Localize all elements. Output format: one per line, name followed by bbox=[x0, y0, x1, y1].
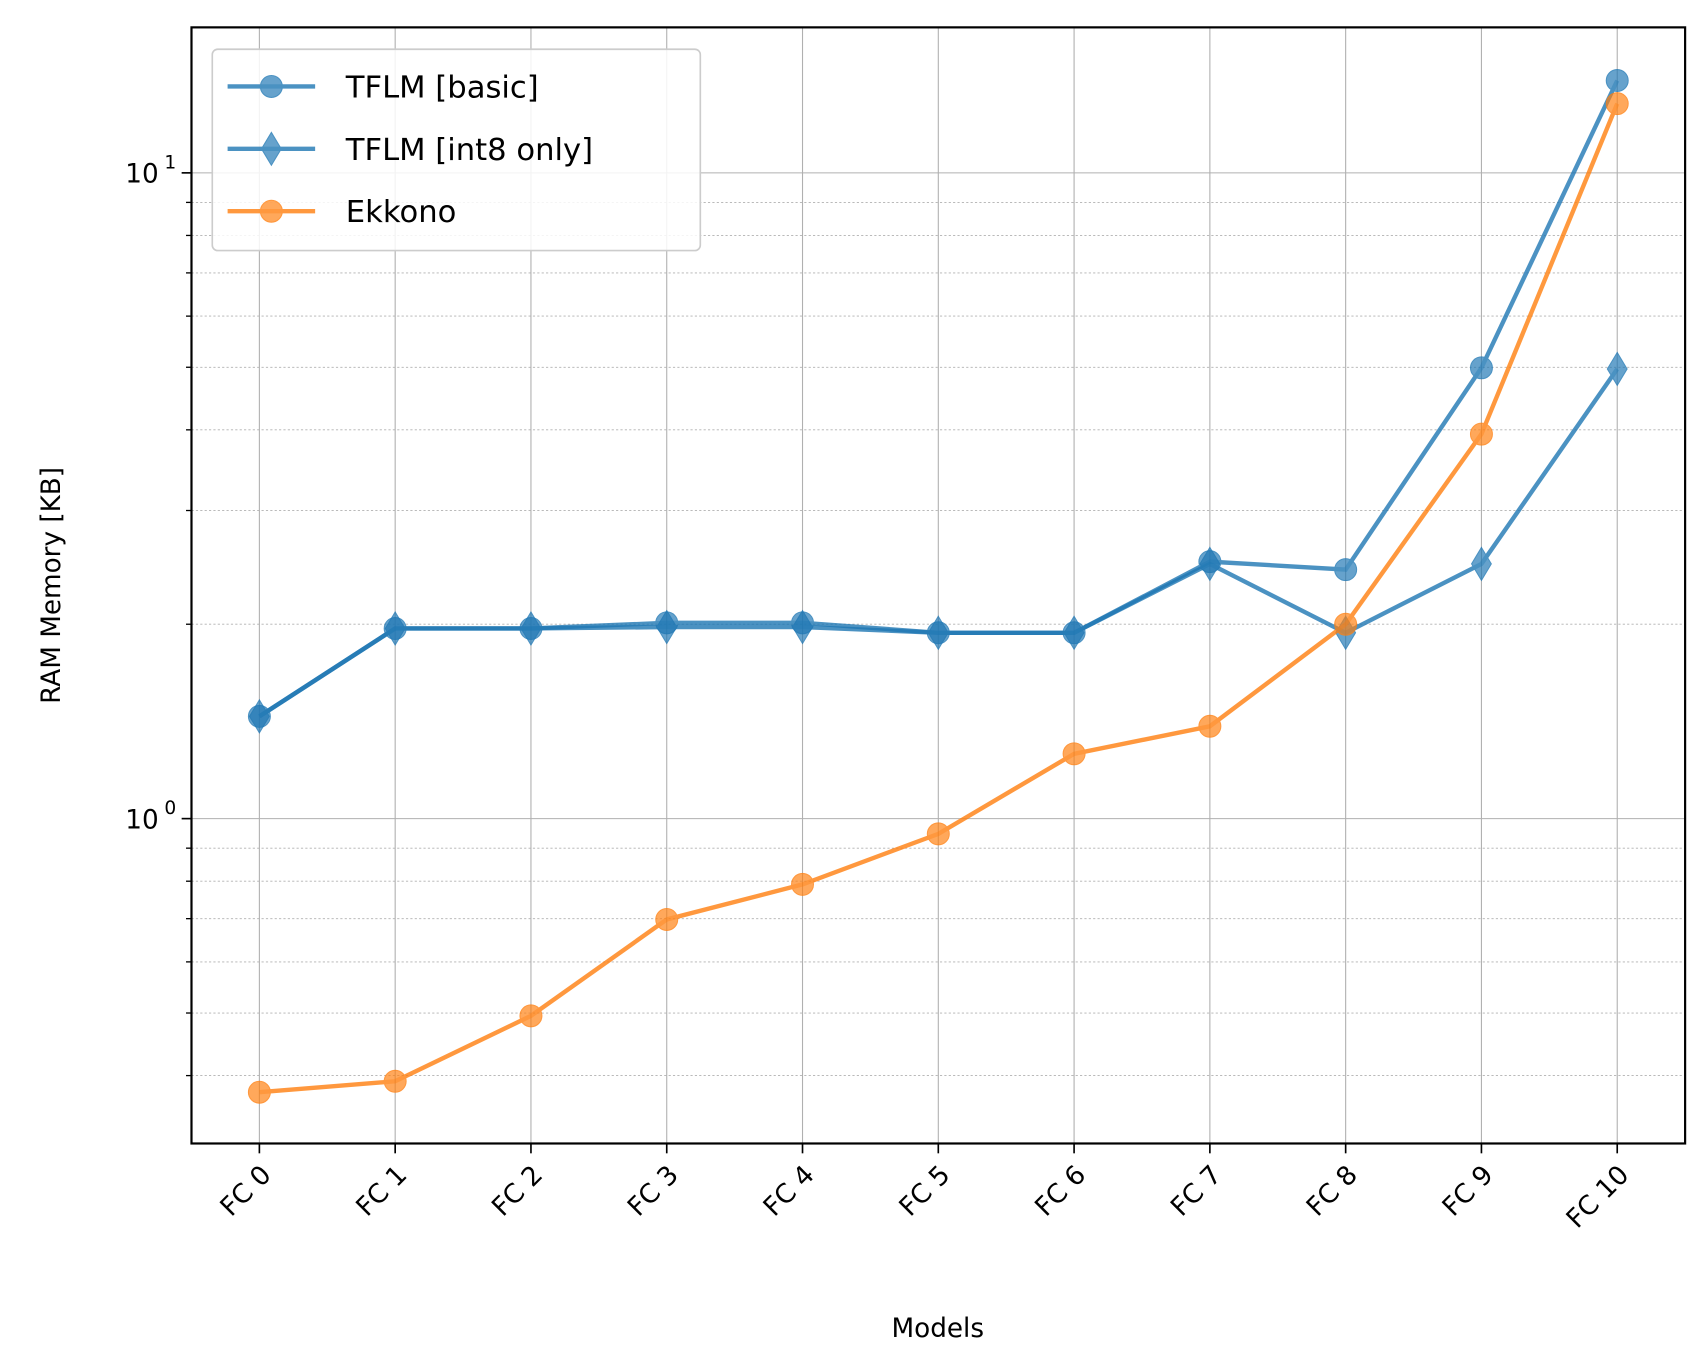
data-point bbox=[384, 610, 406, 646]
legend: TFLM [basic] TFLM [int8 only] Ekkono bbox=[211, 48, 702, 252]
data-point bbox=[1198, 714, 1222, 738]
x-tick-label: FC 8 bbox=[1301, 1160, 1364, 1223]
x-tick-label: FC 1 bbox=[351, 1160, 414, 1223]
data-point bbox=[1199, 546, 1221, 582]
x-tick-label: FC 7 bbox=[1165, 1160, 1228, 1223]
data-point bbox=[248, 698, 270, 734]
data-point bbox=[1605, 92, 1629, 116]
legend-entry bbox=[227, 131, 316, 167]
data-point bbox=[926, 822, 950, 846]
x-tick-label: FC 9 bbox=[1437, 1160, 1500, 1223]
series-ekkono bbox=[247, 92, 1629, 1104]
data-point bbox=[1063, 615, 1085, 651]
data-point bbox=[1470, 546, 1492, 582]
y-ticks: 10 0 10 1 bbox=[125, 152, 192, 1077]
y-tick-exponent: 0 bbox=[164, 798, 176, 819]
legend-marker bbox=[259, 74, 283, 98]
data-point bbox=[1606, 351, 1628, 387]
data-point bbox=[1334, 612, 1358, 636]
data-point bbox=[792, 609, 814, 645]
series-tflm-int8-only- bbox=[248, 351, 1628, 734]
legend-entry bbox=[227, 74, 316, 98]
legend-label: Ekkono bbox=[346, 195, 457, 230]
legend-marker bbox=[260, 131, 282, 167]
y-axis-label: RAM Memory [KB] bbox=[37, 467, 67, 704]
legend-entry bbox=[227, 199, 316, 223]
grid bbox=[191, 27, 1686, 1144]
y-tick-label: 10 bbox=[125, 805, 158, 835]
data-point bbox=[1605, 69, 1629, 92]
data-point bbox=[1062, 742, 1086, 766]
x-axis-label: Models bbox=[892, 1314, 985, 1344]
x-tick-label: FC 4 bbox=[758, 1160, 821, 1223]
data-point bbox=[1469, 356, 1493, 380]
x-tick-label: FC 10 bbox=[1561, 1160, 1635, 1234]
series-layer bbox=[247, 69, 1629, 1104]
data-point bbox=[383, 1069, 407, 1093]
legend-box bbox=[211, 48, 702, 252]
data-point bbox=[927, 615, 949, 651]
data-point bbox=[791, 872, 815, 896]
y-tick-label: 10 bbox=[125, 160, 158, 190]
x-tick-label: FC 5 bbox=[894, 1160, 957, 1223]
legend-label: TFLM [int8 only] bbox=[345, 133, 593, 168]
legend-marker bbox=[259, 199, 283, 223]
data-point bbox=[1469, 422, 1493, 446]
data-point bbox=[1334, 558, 1358, 582]
data-point bbox=[656, 609, 678, 645]
y-tick-exponent: 1 bbox=[164, 152, 176, 173]
data-point bbox=[520, 610, 542, 646]
x-tick-label: FC 3 bbox=[622, 1160, 685, 1223]
data-point bbox=[519, 1004, 543, 1028]
data-point bbox=[247, 1080, 271, 1104]
legend-label: TFLM [basic] bbox=[345, 70, 539, 105]
x-ticks: FC 0 FC 1 FC 2 FC 3 FC 4 FC 5 FC 6 FC 7 FC 8 FC 9… bbox=[215, 1143, 1635, 1234]
x-tick-label: FC 0 bbox=[215, 1160, 278, 1223]
x-tick-label: FC 6 bbox=[1030, 1160, 1093, 1223]
x-tick-label: FC 2 bbox=[486, 1160, 549, 1223]
data-point bbox=[655, 907, 679, 931]
